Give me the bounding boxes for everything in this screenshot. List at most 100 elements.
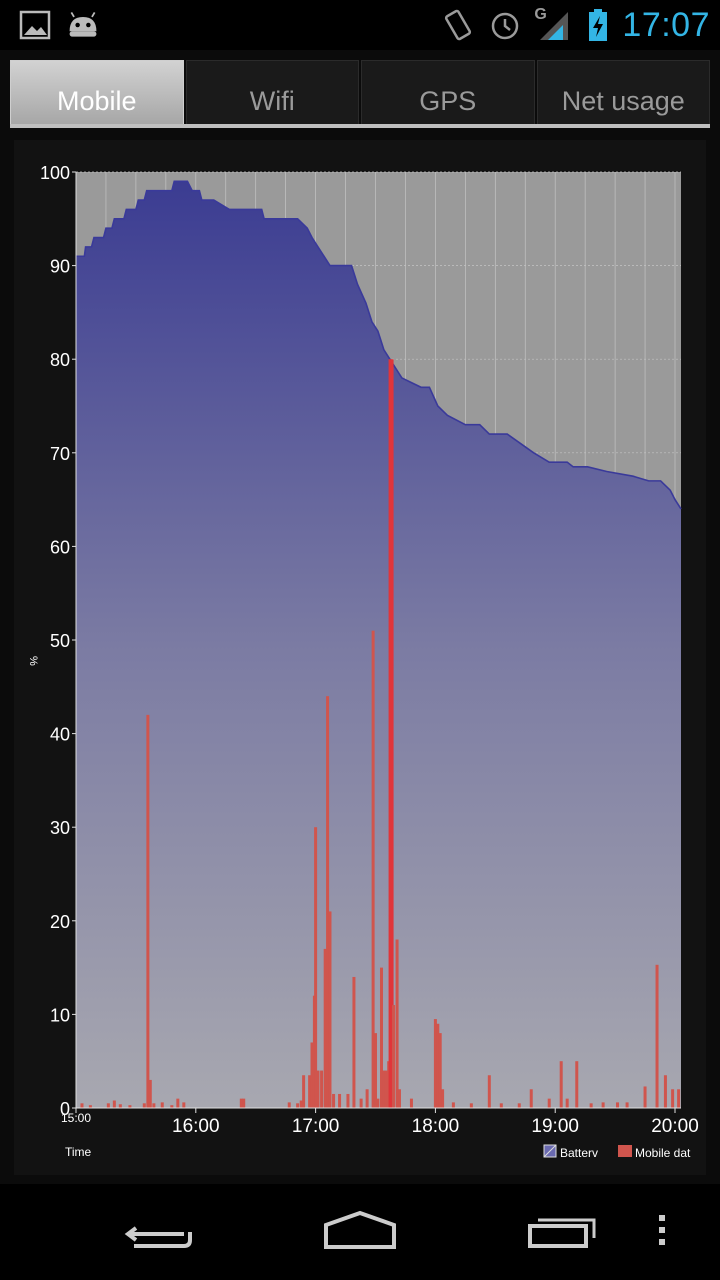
mobile-data-bar — [296, 1103, 300, 1108]
mobile-data-bar — [395, 939, 399, 1108]
mobile-data-bar — [128, 1105, 132, 1108]
mobile-data-bar — [547, 1098, 551, 1108]
tab-mobile[interactable]: Mobile — [10, 60, 184, 126]
mobile-data-bar — [314, 827, 318, 1108]
y-tick-label: 20 — [50, 912, 70, 932]
mobile-data-bar — [320, 1070, 324, 1108]
mobile-data-bar — [388, 359, 394, 1108]
x-tick-label: 18:00 — [412, 1116, 460, 1137]
mobile-data-bar — [148, 1079, 152, 1108]
chart-panel: 0 10 20 30 40 50 60 70 80 90 100 15:00 16:00 17:00 18… — [14, 140, 706, 1175]
mobile-data-bar — [338, 1093, 342, 1108]
mobile-data-bar — [671, 1089, 675, 1108]
mobile-data-bar — [382, 1070, 386, 1108]
mobile-data-bar — [365, 1089, 369, 1108]
home-button[interactable] — [310, 1202, 410, 1262]
mobile-data-bar — [80, 1103, 84, 1108]
x-tick-label: 15:00 — [61, 1111, 91, 1125]
mobile-data-bar — [433, 1019, 437, 1108]
mobile-data-bar — [436, 1023, 440, 1108]
mobile-data-series — [80, 359, 681, 1108]
mobile-data-bar — [384, 1070, 388, 1108]
battery-series — [76, 180, 682, 1109]
mobile-data-bar — [499, 1103, 503, 1108]
legend-battery-label: Batterv — [560, 1146, 598, 1160]
image-icon — [18, 8, 52, 42]
back-icon — [124, 1210, 196, 1255]
recent-apps-button[interactable] — [512, 1202, 612, 1262]
y-tick-label: 80 — [50, 350, 70, 370]
mobile-data-bar — [176, 1098, 180, 1108]
status-bar: G 17:07 — [0, 0, 720, 50]
mobile-data-bar — [239, 1098, 243, 1108]
mobile-data-bar — [346, 1093, 350, 1108]
x-tick-label: 16:00 — [172, 1116, 220, 1137]
mobile-data-bar — [589, 1103, 593, 1108]
legend-mobile-swatch — [618, 1145, 632, 1157]
mobile-data-bar — [616, 1102, 620, 1108]
mobile-data-bar — [601, 1102, 605, 1108]
x-tick-label: 17:00 — [292, 1116, 340, 1137]
navigation-bar — [0, 1184, 720, 1280]
y-tick-label: 70 — [50, 444, 70, 464]
mobile-data-bar — [352, 976, 356, 1108]
mobile-data-bar — [112, 1100, 116, 1108]
mobile-data-bar — [106, 1103, 110, 1108]
mobile-data-bar — [565, 1098, 569, 1108]
mobile-data-bar — [517, 1103, 521, 1108]
mobile-data-bar — [308, 1075, 312, 1108]
mobile-data-bar — [663, 1075, 667, 1108]
mobile-data-bar — [376, 1098, 380, 1108]
overflow-menu-icon — [657, 1213, 667, 1252]
battery-mobile-chart: 0 10 20 30 40 50 60 70 80 90 100 15:00 16:00 17:00 18… — [27, 163, 699, 1160]
y-tick-label: 30 — [50, 818, 70, 838]
y-tick-label: 50 — [50, 631, 70, 651]
y-tick-label: 0 — [60, 1099, 70, 1119]
tab-net-usage[interactable]: Net usage — [536, 60, 710, 126]
y-axis-label: % — [27, 656, 39, 666]
mobile-data-bar — [677, 1089, 681, 1108]
mobile-data-bar — [451, 1102, 455, 1108]
mobile-data-bar — [332, 1093, 336, 1108]
mobile-data-bar — [469, 1103, 473, 1108]
y-tick-label: 40 — [50, 725, 70, 745]
mobile-data-bar — [655, 964, 659, 1108]
overflow-menu-button[interactable] — [632, 1202, 692, 1262]
mobile-data-bar — [625, 1102, 629, 1108]
mobile-data-bar — [359, 1098, 363, 1108]
x-tick-label: 20:00 — [651, 1116, 699, 1137]
mobile-data-bar — [397, 1089, 401, 1108]
y-axis: 0 10 20 30 40 50 60 70 80 90 100 — [40, 163, 77, 1119]
tab-wifi[interactable]: Wifi — [185, 60, 359, 126]
tab-bar: Mobile Wifi GPS Net usage — [10, 60, 710, 128]
home-icon — [322, 1209, 398, 1256]
mobile-data-bar — [559, 1061, 563, 1108]
mobile-data-bar — [310, 1042, 314, 1108]
mobile-data-bar — [374, 1033, 378, 1108]
mobile-data-bar — [299, 1100, 303, 1108]
y-tick-label: 90 — [50, 257, 70, 277]
recent-apps-icon — [526, 1210, 598, 1255]
mobile-data-bar — [88, 1105, 92, 1108]
tab-indicator-line — [10, 124, 710, 128]
mobile-data-bar — [118, 1104, 122, 1108]
mobile-data-bar — [323, 948, 327, 1108]
back-button[interactable] — [110, 1202, 210, 1262]
mobile-data-bar — [182, 1102, 186, 1108]
android-icon — [66, 8, 100, 42]
vibrate-icon — [442, 8, 476, 42]
x-tick-label: 19:00 — [531, 1116, 579, 1137]
mobile-data-bar — [160, 1102, 164, 1108]
battery-charging-icon — [586, 8, 610, 42]
tab-gps[interactable]: GPS — [361, 60, 535, 126]
x-axis-label: Time — [65, 1145, 92, 1159]
x-axis: 15:00 16:00 17:00 18:00 19:00 20:00 — [61, 1107, 699, 1137]
mobile-data-bar — [328, 911, 332, 1108]
mobile-data-bar — [371, 630, 375, 1108]
mobile-data-bar — [242, 1098, 246, 1108]
alarm-icon — [488, 8, 522, 42]
clock: 17:07 — [622, 5, 710, 44]
mobile-data-bar — [391, 1005, 395, 1108]
network-type: G — [534, 6, 547, 23]
mobile-data-bar — [170, 1105, 174, 1108]
